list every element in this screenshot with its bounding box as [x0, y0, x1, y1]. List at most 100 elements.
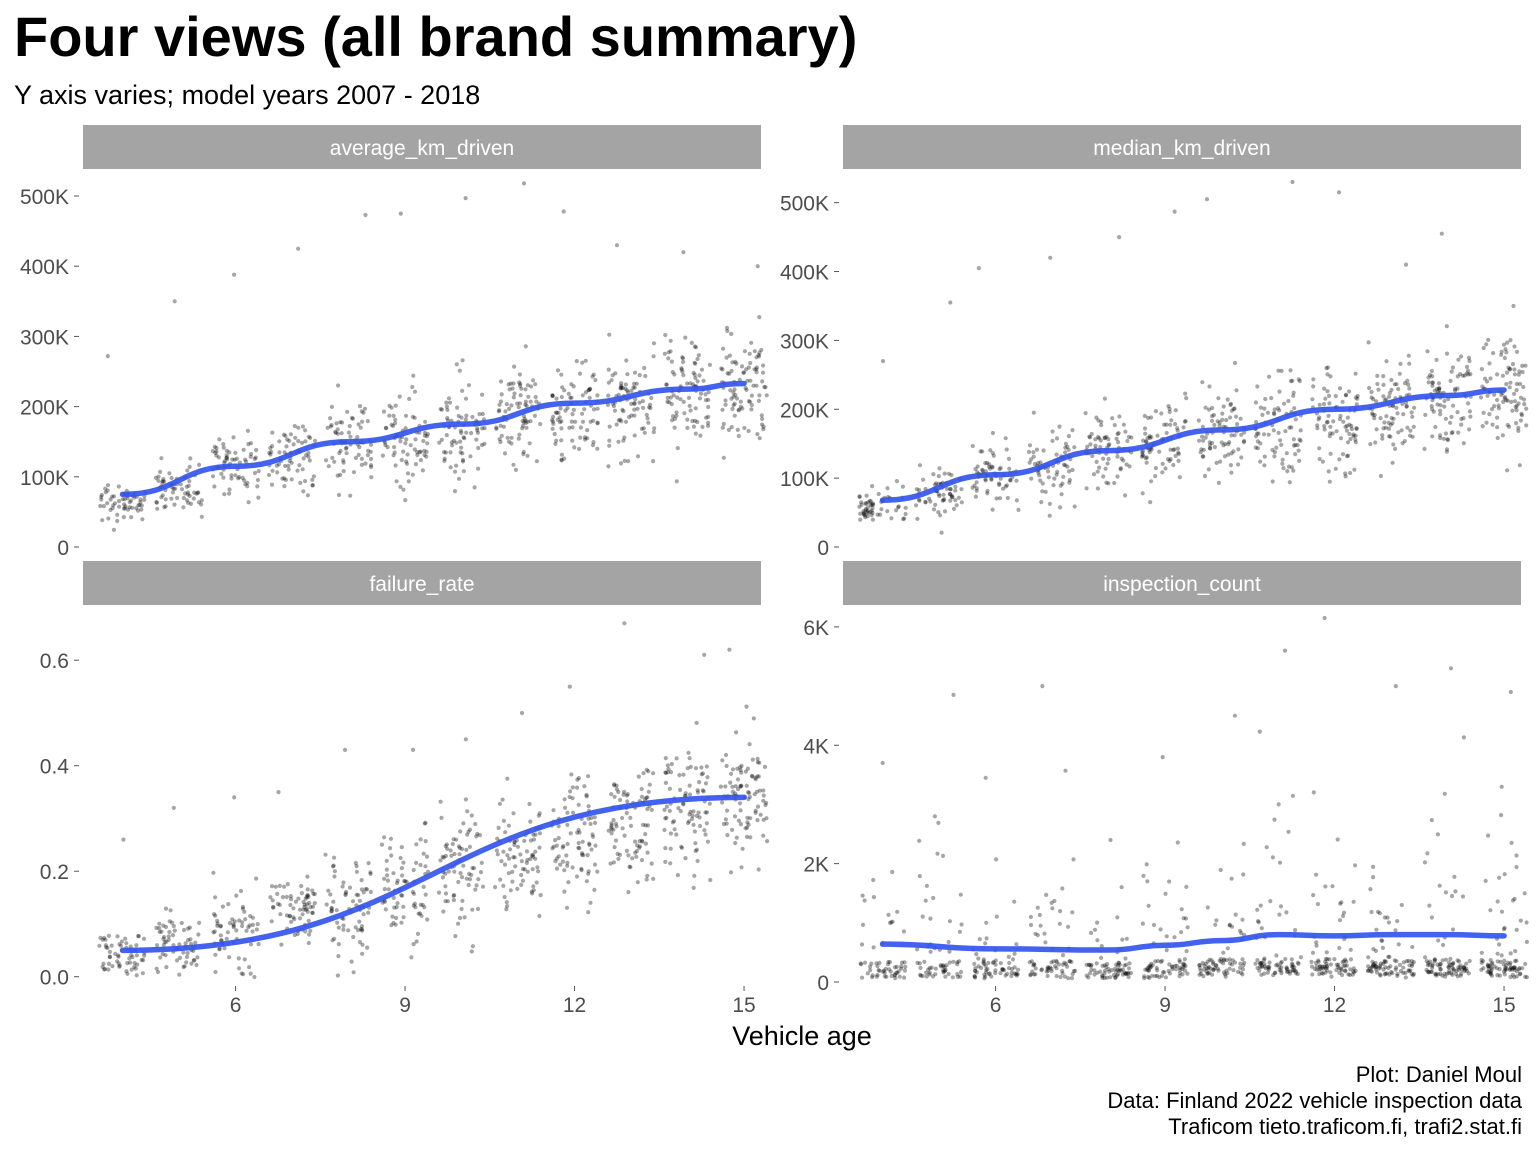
data-point — [1458, 372, 1463, 377]
data-point — [1282, 648, 1288, 653]
data-point — [703, 398, 709, 403]
data-point — [1181, 425, 1186, 430]
data-point — [407, 396, 412, 401]
data-point — [1259, 964, 1264, 970]
data-point — [1118, 466, 1123, 471]
data-point — [695, 790, 701, 795]
data-point — [1331, 419, 1336, 424]
y-tick-label: 0.6 — [40, 650, 69, 673]
data-point — [1026, 449, 1032, 454]
data-point — [759, 422, 765, 427]
data-point — [424, 854, 430, 859]
data-point — [1124, 971, 1129, 976]
data-point — [414, 860, 419, 866]
data-point — [359, 927, 364, 932]
data-point — [111, 527, 116, 533]
data-point — [1070, 971, 1075, 977]
data-point — [681, 359, 686, 364]
data-point — [422, 821, 427, 826]
data-point — [887, 960, 893, 965]
data-point — [1338, 901, 1343, 906]
data-point — [957, 959, 962, 964]
data-point — [1484, 420, 1489, 425]
data-point — [306, 434, 311, 439]
data-point — [525, 383, 531, 388]
data-point — [351, 934, 356, 940]
data-point — [467, 877, 473, 882]
data-point — [1388, 434, 1393, 439]
data-point — [953, 498, 958, 503]
data-point — [1347, 972, 1352, 978]
data-point — [420, 902, 425, 908]
data-point — [1153, 973, 1158, 979]
data-point — [736, 433, 741, 439]
data-point — [622, 621, 627, 626]
data-point — [882, 974, 888, 979]
data-point — [287, 913, 293, 919]
data-point — [1211, 960, 1216, 965]
data-point — [1054, 974, 1059, 979]
data-point — [1178, 967, 1183, 972]
data-point — [1204, 969, 1209, 974]
data-point — [1232, 960, 1238, 965]
data-point — [1266, 432, 1271, 437]
data-point — [1323, 956, 1328, 962]
data-point — [584, 794, 589, 799]
data-point — [170, 490, 175, 495]
data-point — [695, 788, 700, 793]
data-point — [632, 401, 637, 406]
data-point — [184, 960, 189, 965]
data-point — [357, 404, 363, 409]
data-point — [415, 450, 420, 455]
data-point — [1326, 469, 1331, 474]
data-point — [1217, 423, 1222, 428]
data-point — [560, 385, 565, 390]
data-point — [1221, 950, 1226, 955]
data-point — [1425, 851, 1430, 856]
data-point — [1412, 405, 1417, 410]
data-point — [1067, 959, 1072, 964]
data-point — [1389, 416, 1394, 421]
data-point — [1046, 469, 1051, 474]
data-point — [580, 851, 585, 856]
data-point — [1373, 960, 1378, 966]
data-point — [1381, 426, 1386, 431]
data-point — [629, 401, 634, 406]
data-point — [1432, 957, 1438, 962]
data-point — [1117, 414, 1122, 419]
data-point — [738, 768, 743, 773]
data-point — [592, 862, 598, 867]
data-point — [1063, 768, 1068, 773]
data-point — [681, 772, 686, 777]
data-point — [475, 428, 480, 433]
data-point — [1517, 369, 1522, 374]
data-point — [1447, 968, 1452, 974]
facet-strip — [83, 125, 761, 169]
data-point — [1007, 960, 1012, 966]
data-point — [170, 933, 176, 938]
data-point — [399, 457, 404, 463]
data-point — [665, 399, 670, 404]
data-point — [1150, 973, 1155, 978]
data-point — [738, 783, 743, 789]
data-point — [579, 868, 584, 873]
data-point — [1059, 492, 1064, 497]
data-point — [753, 777, 758, 782]
data-point — [1203, 435, 1208, 440]
data-point — [644, 412, 649, 417]
data-point — [973, 966, 978, 971]
data-point — [1253, 445, 1258, 450]
data-point — [219, 471, 224, 476]
data-point — [1437, 386, 1442, 391]
data-point — [697, 823, 703, 829]
data-point — [197, 462, 202, 467]
data-point — [1231, 968, 1236, 973]
data-point — [227, 450, 232, 455]
data-point — [1430, 962, 1435, 967]
data-point — [353, 925, 358, 930]
data-point — [707, 801, 712, 806]
data-point — [529, 889, 534, 894]
data-point — [399, 893, 404, 898]
data-point — [756, 774, 761, 779]
data-point — [1461, 416, 1466, 421]
